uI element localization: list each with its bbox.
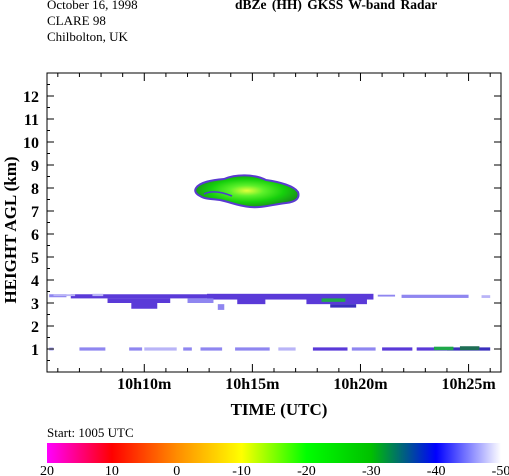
radar-echoes xyxy=(49,174,491,351)
colorbar-tick-label: -20 xyxy=(297,464,316,476)
echo-cell xyxy=(53,294,76,297)
x-tick-label: 10h20m xyxy=(333,376,388,393)
echo-cell xyxy=(351,347,376,351)
colorbar-tick-label: -50 xyxy=(492,464,509,476)
echo-cell xyxy=(107,298,171,303)
x-axis: 10h10m 10h15m 10h20m 10h25m xyxy=(57,73,496,393)
y-tick-label: 8 xyxy=(31,181,39,198)
y-tick-label: 4 xyxy=(31,273,39,290)
y-tick-label: 6 xyxy=(31,227,39,244)
echo-cell xyxy=(481,295,491,298)
echo-cell xyxy=(187,298,214,303)
echo-cell xyxy=(382,347,413,351)
echo-cell xyxy=(144,347,177,351)
echo-cell xyxy=(330,304,357,308)
echo-cell xyxy=(401,294,469,298)
x-tick-label: 10h10m xyxy=(117,376,172,393)
y-tick-label: 9 xyxy=(31,158,39,175)
colorbar-tick-label: -10 xyxy=(232,464,251,476)
x-tick-label: 10h15m xyxy=(225,376,280,393)
echo-cell xyxy=(377,294,396,297)
header-info: October 16, 1998 CLARE 98 Chilbolton, UK xyxy=(47,0,138,45)
campaign-label: CLARE 98 xyxy=(47,13,106,28)
low-layer-echo xyxy=(49,346,491,351)
y-tick-label: 11 xyxy=(24,112,39,129)
echo-cell xyxy=(183,347,192,351)
echo-cell xyxy=(92,293,104,297)
echo-cell xyxy=(206,293,374,300)
echo-cell xyxy=(70,294,207,299)
echo-cell xyxy=(278,347,296,351)
echo-cell xyxy=(79,347,106,351)
echo-cell xyxy=(200,347,223,351)
y-tick-label: 2 xyxy=(31,319,39,336)
echo-cell xyxy=(131,303,158,309)
echo-cell xyxy=(237,298,266,305)
echo-cell xyxy=(459,346,480,351)
start-label: Start: 1005 UTC xyxy=(47,425,134,440)
colorbar-tick-label: -40 xyxy=(427,464,446,476)
echo-cell xyxy=(312,347,348,351)
colorbar-tick-label: 20 xyxy=(40,464,54,476)
colorbar-tick-label: 0 xyxy=(173,464,180,476)
echo-cell xyxy=(235,347,270,351)
y-tick-label: 3 xyxy=(31,296,39,313)
plot-frame xyxy=(46,72,502,373)
y-axis-label: HEIGHT AGL (km) xyxy=(1,156,20,303)
site-label: Chilbolton, UK xyxy=(47,29,128,44)
x-axis-label: TIME (UTC) xyxy=(231,400,328,419)
y-tick-label: 5 xyxy=(31,250,39,267)
y-tick-label: 12 xyxy=(23,89,39,106)
mid-layer-echo xyxy=(49,293,491,310)
echo-cell xyxy=(416,347,447,351)
colorbar-tick-label: -30 xyxy=(362,464,381,476)
colorbar xyxy=(47,443,501,463)
echo-cell xyxy=(433,346,454,351)
upper-cloud-echo xyxy=(194,174,300,209)
y-tick-label: 1 xyxy=(31,342,39,359)
y-tick-label: 10 xyxy=(23,135,39,152)
echo-cell xyxy=(217,304,225,310)
x-tick-label: 10h25m xyxy=(441,376,496,393)
colorbar-tick-label: 10 xyxy=(105,464,119,476)
date-label: October 16, 1998 xyxy=(47,0,138,12)
colorbar-labels: 20 10 0 -10 -20 -30 -40 -50 xyxy=(40,464,509,476)
echo-cell xyxy=(321,298,346,302)
echo-cell xyxy=(129,347,143,351)
y-tick-label: 7 xyxy=(31,204,39,221)
chart-title: dBZe (HH) GKSS W-band Radar xyxy=(235,0,438,12)
